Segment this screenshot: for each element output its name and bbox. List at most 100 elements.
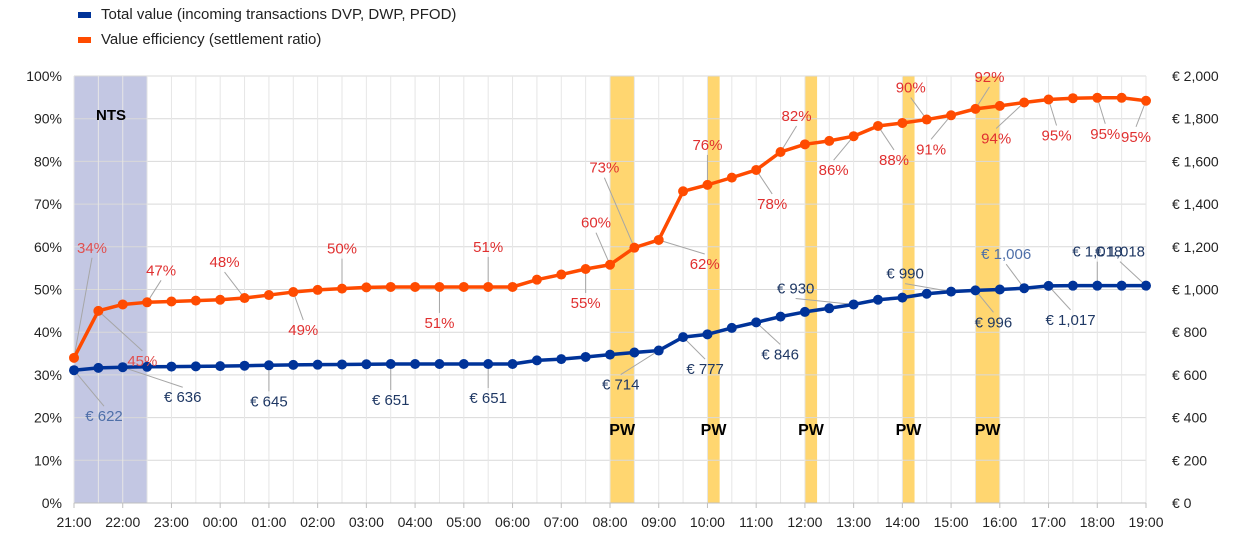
data-label: € 622 xyxy=(85,408,123,425)
x-tick-label: 03:00 xyxy=(349,514,384,530)
data-point xyxy=(117,362,128,373)
x-tick-label: 01:00 xyxy=(251,514,286,530)
data-point xyxy=(507,359,518,370)
data-label: 76% xyxy=(692,137,722,154)
data-point xyxy=(970,103,981,114)
y-left-tick-label: 70% xyxy=(34,196,62,212)
y-left-tick-label: 20% xyxy=(34,410,62,426)
data-label: € 1,006 xyxy=(981,246,1031,263)
data-point xyxy=(702,329,713,340)
data-label: 51% xyxy=(424,315,454,332)
x-tick-label: 08:00 xyxy=(592,514,627,530)
x-tick-label: 06:00 xyxy=(495,514,530,530)
x-tick-label: 02:00 xyxy=(300,514,335,530)
data-point xyxy=(702,179,713,190)
data-label: 49% xyxy=(288,322,318,339)
data-point xyxy=(921,114,932,125)
data-label: 50% xyxy=(327,241,357,258)
x-tick-label: 22:00 xyxy=(105,514,140,530)
data-point xyxy=(190,361,201,372)
data-point xyxy=(507,281,518,292)
shaded-region-label: PW xyxy=(896,422,923,439)
x-tick-label: 21:00 xyxy=(56,514,91,530)
data-point xyxy=(824,135,835,146)
data-point xyxy=(337,359,347,370)
data-point xyxy=(239,360,250,371)
annotation-leader-line xyxy=(73,257,93,358)
annotation-leader-line xyxy=(755,322,781,345)
data-label: 55% xyxy=(571,295,601,312)
data-point xyxy=(1092,92,1103,103)
shaded-region-label: PW xyxy=(609,422,636,439)
data-point xyxy=(1067,93,1078,104)
data-point xyxy=(361,359,372,370)
grid-lines xyxy=(73,75,1147,504)
legend-label-total-value: Total value (incoming transactions DVP, … xyxy=(101,6,457,23)
data-point xyxy=(69,352,79,363)
y-left-tick-label: 80% xyxy=(34,153,62,169)
data-point xyxy=(263,290,274,301)
data-point xyxy=(1019,283,1030,294)
annotation-leader-line xyxy=(658,239,705,255)
data-point xyxy=(678,332,689,343)
y-left-tick-label: 40% xyxy=(34,324,62,340)
annotation-leader-line xyxy=(98,310,143,352)
data-point xyxy=(799,306,810,317)
x-tick-label: 00:00 xyxy=(203,514,238,530)
data-label: € 930 xyxy=(777,280,815,297)
data-point xyxy=(483,281,494,292)
annotation-leader-line xyxy=(780,125,797,153)
data-point xyxy=(629,347,640,358)
annotation-leader-line xyxy=(995,102,1025,129)
y-left-tick-label: 50% xyxy=(34,282,62,298)
data-label: € 651 xyxy=(372,392,410,409)
data-point xyxy=(531,274,542,285)
data-point xyxy=(994,100,1005,111)
data-point xyxy=(434,359,445,370)
y-right-tick-label: € 800 xyxy=(1172,324,1207,340)
shaded-region-label: PW xyxy=(701,422,728,439)
y-right-tick-label: € 0 xyxy=(1172,495,1192,511)
data-point xyxy=(263,360,274,371)
legend-swatch-value-efficiency xyxy=(78,36,91,43)
data-point xyxy=(1092,280,1103,291)
data-point xyxy=(337,283,347,294)
data-point xyxy=(483,359,494,370)
data-label: € 636 xyxy=(164,389,202,406)
annotation-labels: NTS PW PW PW PW PW 34% 45% 47% 48% 49% 50% 51% 51% 55%… xyxy=(77,69,1151,439)
data-point xyxy=(434,281,445,292)
data-label: 94% xyxy=(981,130,1011,147)
data-label: 34% xyxy=(77,240,107,257)
data-point xyxy=(385,359,396,370)
data-point xyxy=(775,147,786,158)
data-point xyxy=(410,359,421,370)
data-label: € 1,017 xyxy=(1046,312,1096,329)
x-tick-label: 19:00 xyxy=(1128,514,1163,530)
x-tick-label: 05:00 xyxy=(446,514,481,530)
data-point xyxy=(799,139,810,150)
annotation-leader-line xyxy=(795,297,854,305)
annotation-leader-line xyxy=(905,283,952,293)
annotation-leader-line xyxy=(595,232,611,265)
data-label: 82% xyxy=(782,108,812,125)
data-label: 95% xyxy=(1121,129,1151,146)
data-point xyxy=(1116,92,1127,103)
data-point xyxy=(873,294,883,305)
y-right-tick-label: € 400 xyxy=(1172,410,1207,426)
data-label: 92% xyxy=(974,69,1004,86)
data-point xyxy=(312,284,323,295)
data-point xyxy=(848,131,859,142)
data-point xyxy=(190,295,201,306)
annotation-leader-line xyxy=(224,271,245,299)
data-label: 62% xyxy=(690,256,720,273)
data-label: 51% xyxy=(473,239,503,256)
data-point xyxy=(385,281,396,292)
data-point xyxy=(848,299,859,310)
data-point xyxy=(312,359,323,370)
annotation-leader-line xyxy=(1048,285,1071,311)
data-point xyxy=(69,365,79,376)
data-point xyxy=(653,345,664,356)
data-point xyxy=(1067,280,1078,291)
annotation-leader-line xyxy=(620,350,659,375)
